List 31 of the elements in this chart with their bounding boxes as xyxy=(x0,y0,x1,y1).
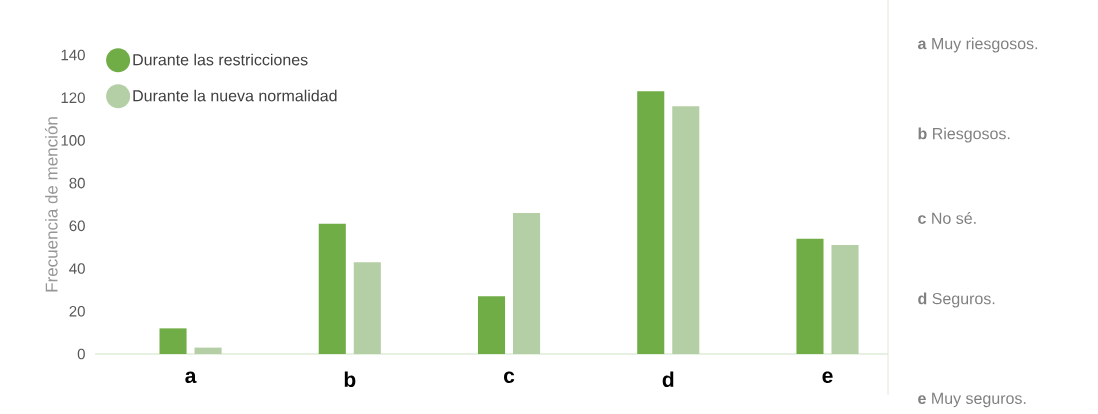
bar xyxy=(194,347,222,354)
legend-label: Durante la nueva normalidad xyxy=(133,89,337,102)
text: e Muy seguros. xyxy=(918,392,1026,408)
x-tick-label: b xyxy=(344,371,356,387)
bar xyxy=(353,262,381,354)
y-tick-label: 60 xyxy=(69,220,85,232)
x-tick-label: d xyxy=(662,371,674,387)
bar xyxy=(831,245,859,354)
x-tick-label: e xyxy=(822,371,833,384)
text: d Seguros. xyxy=(918,292,995,308)
bar xyxy=(637,91,665,354)
y-tick-label: 80 xyxy=(69,177,85,189)
bar xyxy=(672,106,700,354)
text: b Riesgosos. xyxy=(918,127,1010,143)
y-axis-title: Frecuencia de mención xyxy=(44,117,58,292)
y-tick-label: 100 xyxy=(61,135,85,146)
legend-label: Durante las restricciones xyxy=(133,53,308,66)
text: a Muy riesgosos. xyxy=(917,37,1038,53)
x-tick-label: c xyxy=(504,371,515,384)
bar xyxy=(796,238,824,354)
bar xyxy=(159,328,187,354)
y-tick-label: 40 xyxy=(69,263,85,274)
y-tick-label: 20 xyxy=(69,305,85,317)
bar xyxy=(318,223,346,354)
y-tick-label: 140 xyxy=(61,49,85,61)
y-tick-label: 0 xyxy=(77,348,85,360)
bar xyxy=(477,296,506,354)
bar xyxy=(513,213,541,354)
text: c No sé. xyxy=(918,212,976,224)
y-tick-label: 120 xyxy=(61,92,85,104)
x-tick-label: a xyxy=(185,371,197,384)
